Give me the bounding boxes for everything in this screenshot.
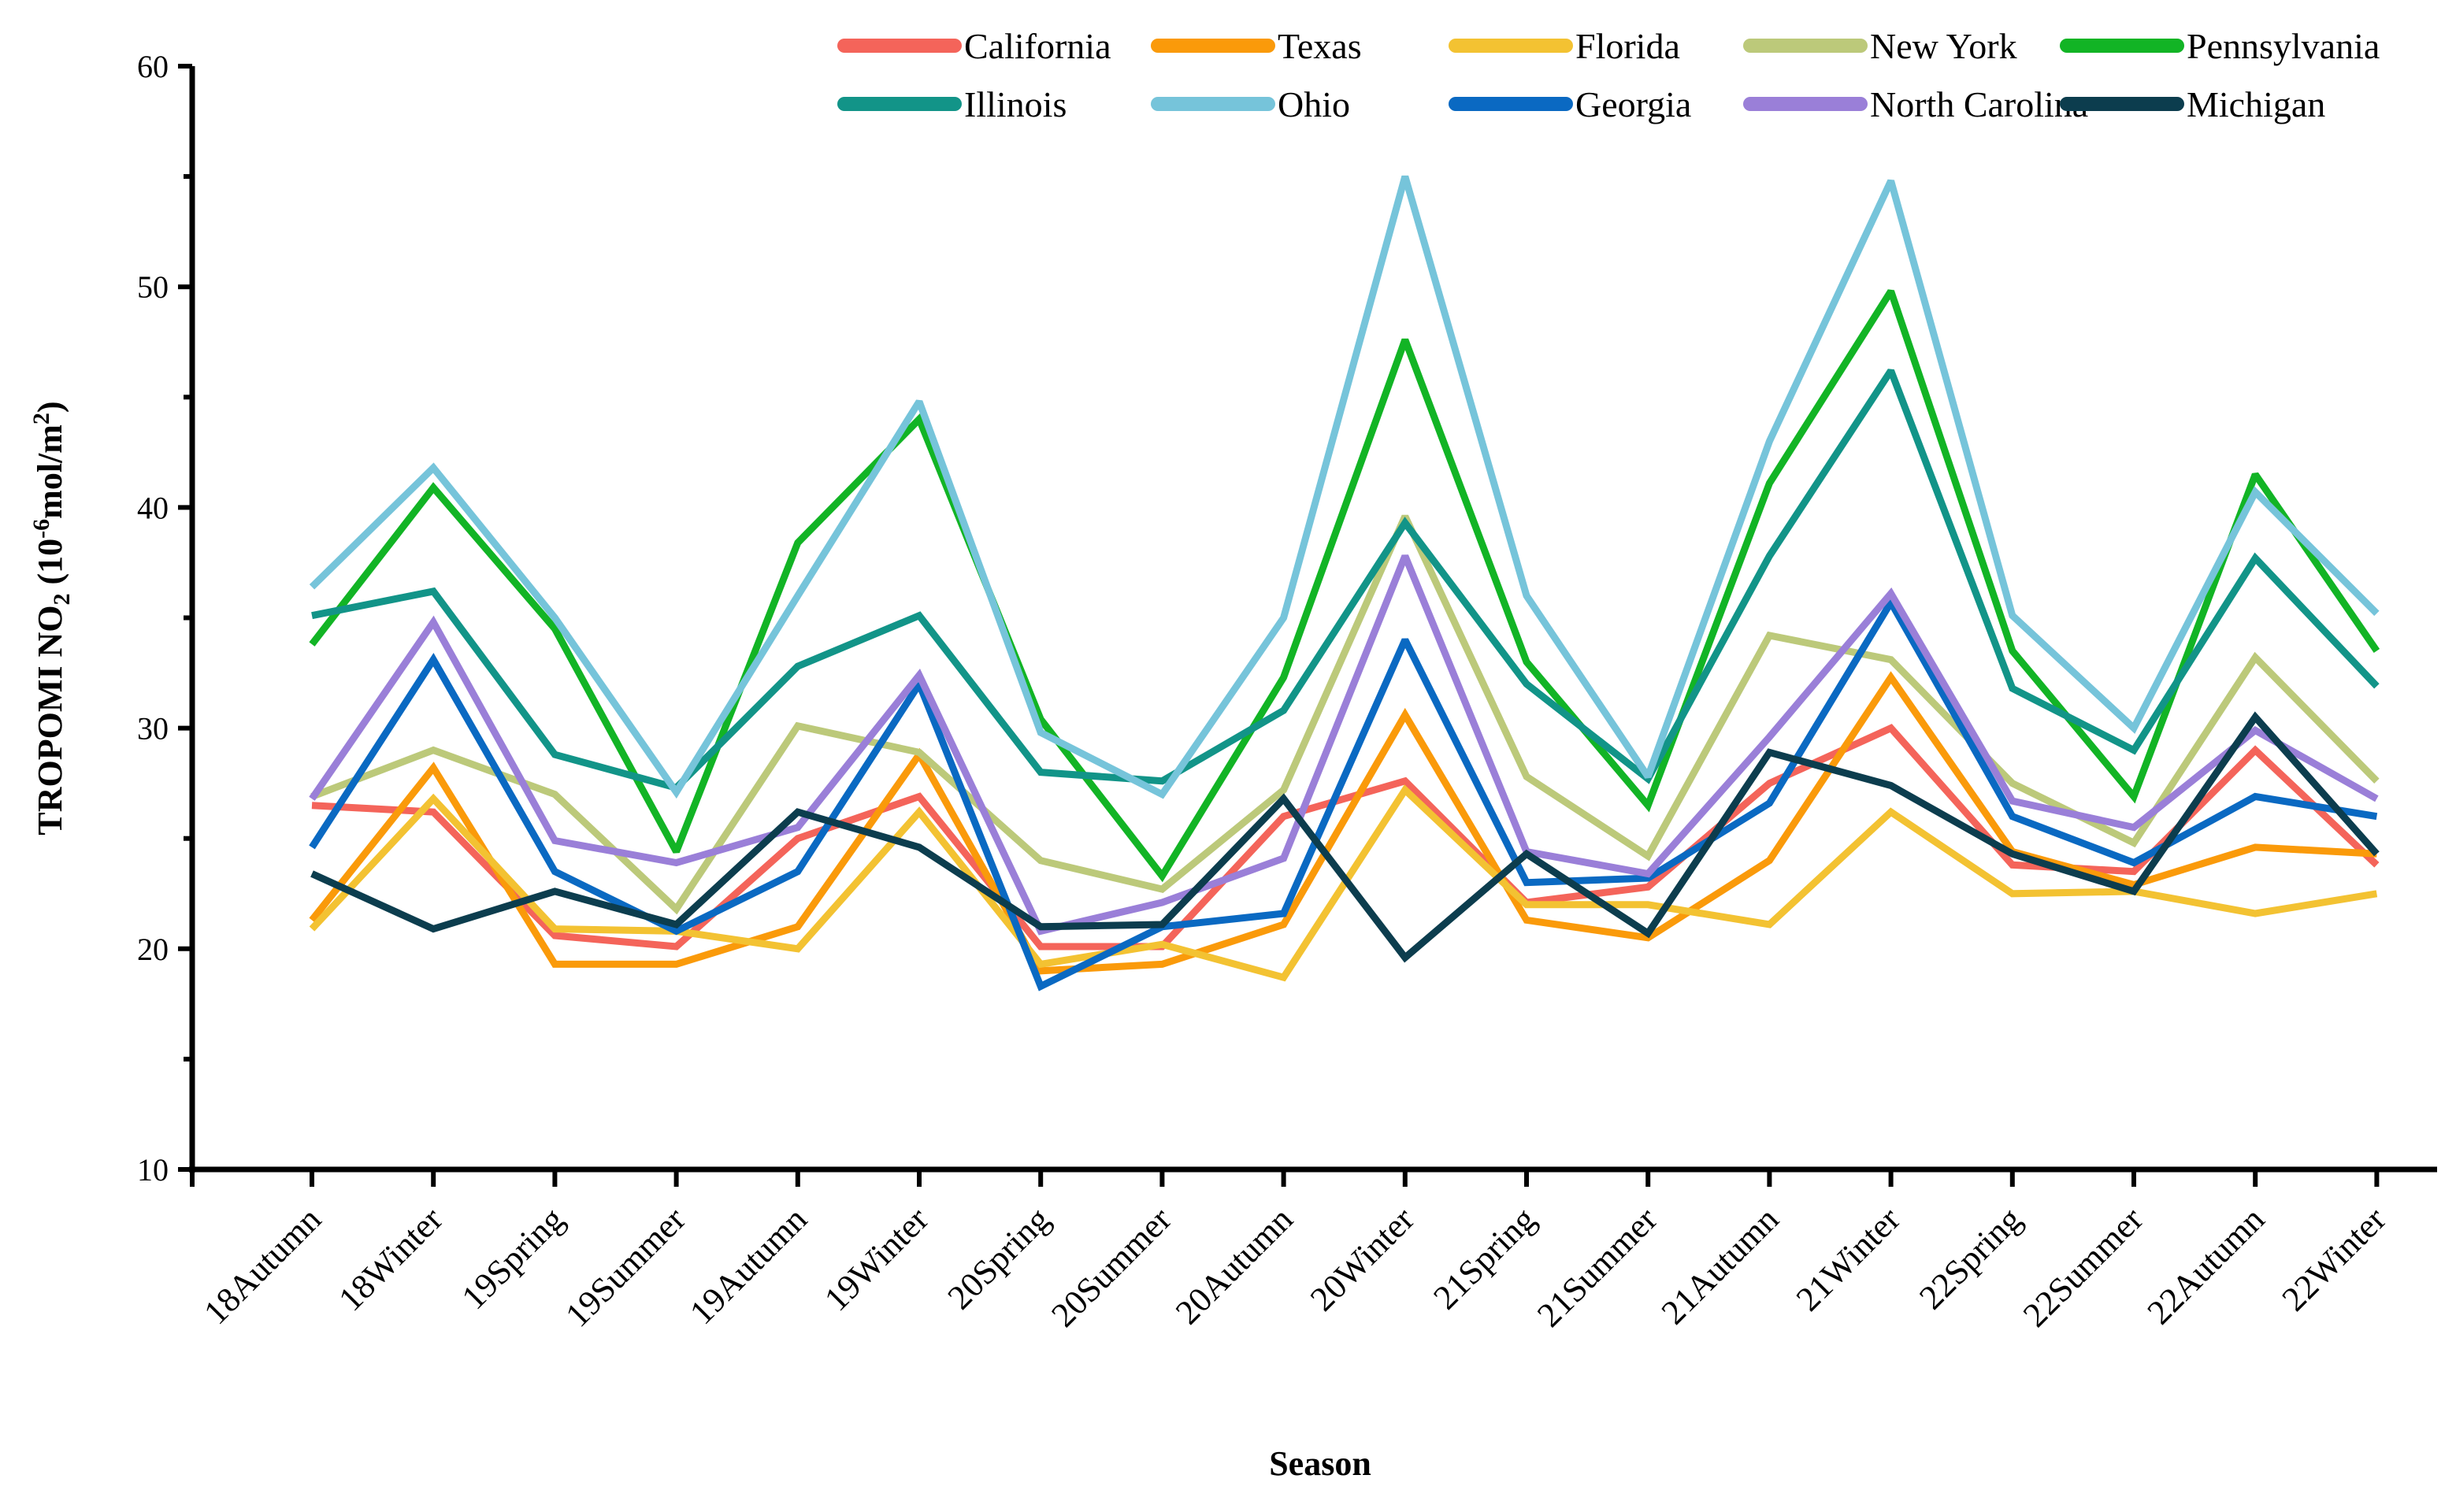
- x-tick-label: 19Summer: [558, 1199, 692, 1334]
- legend-label-texas: Texas: [1278, 26, 1362, 66]
- legend-label-florida: Florida: [1575, 26, 1680, 66]
- x-tick-label: 21Autumn: [1654, 1199, 1786, 1332]
- x-tick-label: 20Spring: [940, 1199, 1058, 1317]
- y-tick-label: 10: [137, 1152, 169, 1188]
- legend-label-michigan: Michigan: [2187, 84, 2325, 124]
- series-line-ohio: [309, 175, 2380, 799]
- y-tick-label: 60: [137, 49, 169, 84]
- y-title-superscript-2: 2: [28, 413, 54, 424]
- x-tick-label: 22Autumn: [2140, 1199, 2272, 1332]
- axis-titles: Season TROPOMI NO2 (10-6mol/m2): [28, 401, 1371, 1483]
- series-line-north-carolina: [309, 554, 2379, 936]
- y-title-unit: mol/m: [31, 424, 69, 519]
- x-tick-label: 18Autumn: [196, 1199, 328, 1332]
- legend: California Texas Florida New York Pennsylvan…: [837, 26, 2380, 124]
- x-tick-label: 22Summer: [2016, 1199, 2150, 1334]
- y-title-subscript: 2: [49, 593, 75, 605]
- legend-label-ohio: Ohio: [1278, 84, 1350, 124]
- x-tick-label: 22Spring: [1912, 1199, 2029, 1317]
- x-tick-label: 21Winter: [1789, 1199, 1908, 1318]
- axes-layer: [189, 66, 2437, 1173]
- x-axis-title: Season: [1269, 1444, 1371, 1483]
- legend-label-north-carolina: North Carolina: [1870, 84, 2088, 124]
- legend-label-california: California: [964, 26, 1111, 66]
- y-tick-label: 50: [137, 269, 169, 305]
- y-title-prefix: TROPOMI NO: [31, 605, 69, 835]
- x-tick-label: 19Spring: [454, 1199, 572, 1317]
- x-tick-label: 21Summer: [1530, 1199, 1664, 1334]
- legend-label-georgia: Georgia: [1575, 84, 1691, 124]
- y-title-mid: (10: [31, 539, 69, 594]
- legend-label-pennsylvania: Pennsylvania: [2187, 26, 2380, 66]
- series-line-michigan: [310, 711, 2380, 963]
- x-tick-label: 19Autumn: [682, 1199, 814, 1332]
- y-tick-label: 30: [137, 711, 169, 747]
- x-tick-label: 18Winter: [331, 1199, 450, 1318]
- legend-label-new-york: New York: [1870, 26, 2017, 66]
- y-axis-title: TROPOMI NO2 (10-6mol/m2): [28, 401, 75, 835]
- x-tick-label: 21Spring: [1426, 1199, 1543, 1317]
- y-title-superscript: -6: [28, 519, 54, 539]
- series-line-illinois: [311, 369, 2380, 792]
- x-tick-label: 20Autumn: [1168, 1199, 1300, 1332]
- y-title-suffix: ): [31, 401, 69, 413]
- x-tick-label: 20Winter: [1303, 1199, 1422, 1318]
- x-tick-label: 19Winter: [817, 1199, 936, 1318]
- x-tick-label: 20Summer: [1044, 1199, 1178, 1334]
- series-line-pennsylvania: [309, 289, 2380, 883]
- legend-label-illinois: Illinois: [964, 84, 1067, 124]
- y-tick-label: 20: [137, 932, 169, 967]
- series-line-california: [311, 724, 2380, 951]
- series-layer: [309, 175, 2380, 991]
- x-tick-label: 22Winter: [2275, 1199, 2394, 1318]
- y-tick-label: 40: [137, 490, 169, 525]
- series-line-new-york: [310, 514, 2380, 915]
